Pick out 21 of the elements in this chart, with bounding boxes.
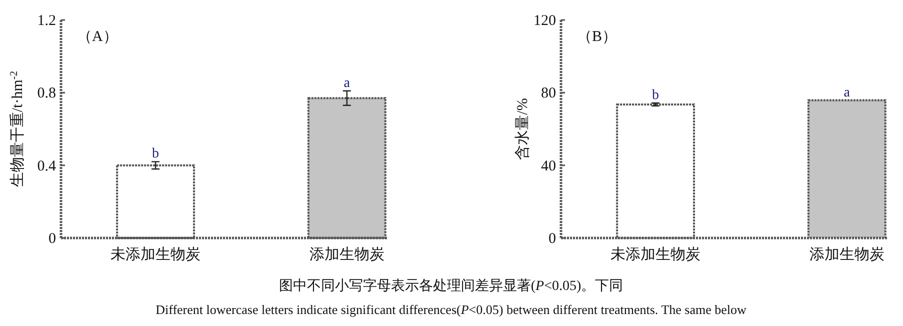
text: Different lowercase letters indicate significant differences(P<0.05) between different treatments. The same below <box>156 302 748 317</box>
y-tick-label: 120 <box>534 13 556 29</box>
y-tick-label: 0 <box>48 231 56 247</box>
annotation: a <box>344 76 351 91</box>
x-tick-label: 添加生物炭 <box>309 246 384 263</box>
y-tick-label: 1.2 <box>37 13 56 29</box>
y-tick-label: 0.8 <box>37 86 56 102</box>
y-tick-label: 0.4 <box>37 158 56 174</box>
text: 图中不同小写字母表示各处理间差异显著(P<0.05)。下同 <box>278 278 624 294</box>
x-tick-label: 未添加生物炭 <box>610 246 701 263</box>
y-axis-title: 含水量/% <box>514 98 531 160</box>
y-tick-label: 40 <box>541 158 556 174</box>
x-tick-label: 未添加生物炭 <box>110 246 201 263</box>
y-tick-label: 80 <box>541 86 556 102</box>
annotation: b <box>152 146 160 162</box>
text: （A） <box>77 29 118 45</box>
text: （B） <box>577 29 618 45</box>
y-tick-label: 0 <box>548 231 556 247</box>
x-tick-label: 添加生物炭 <box>809 246 884 263</box>
annotation: b <box>652 88 660 104</box>
annotation: a <box>844 85 851 100</box>
